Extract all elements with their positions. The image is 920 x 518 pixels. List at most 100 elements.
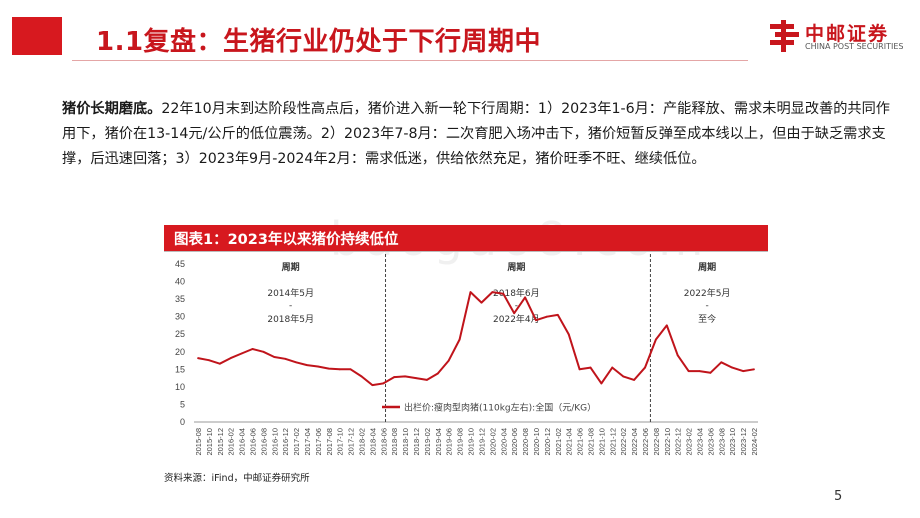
y-tick-label: 35: [175, 294, 185, 304]
x-tick-label: 2020-08: [521, 428, 530, 456]
x-tick-label: 2021-06: [576, 428, 585, 456]
price-data-point: [698, 370, 701, 372]
cycle-end: 2022年4月: [493, 313, 540, 325]
title-bar: 1.1复盘：生猪行业仍处于下行周期中: [72, 17, 748, 61]
price-data-point: [589, 366, 592, 369]
price-data-point: [349, 368, 352, 371]
summary-text: 22年10月末到达阶段性高点后，猪价进入新一轮下行周期：1）2023年1-6月：…: [62, 101, 890, 167]
x-tick-label: 2015-12: [216, 428, 225, 456]
x-tick-label: 2020-12: [543, 428, 552, 456]
legend-label: 出栏价:瘦肉型肉猪(110kg左右):全国（元/KG）: [404, 402, 596, 414]
y-tick-label: 20: [175, 347, 185, 357]
summary-lead: 猪价长期磨底。: [62, 101, 162, 117]
price-data-point: [556, 314, 559, 316]
price-data-point: [197, 357, 199, 359]
price-data-point: [371, 384, 374, 387]
y-tick-label: 40: [175, 277, 185, 287]
x-tick-label: 2018-08: [390, 428, 399, 456]
cycle-heading: 周期: [282, 261, 300, 273]
price-data-point: [327, 367, 330, 370]
x-tick-label: 2016-04: [238, 428, 247, 456]
price-data-point: [393, 376, 396, 378]
x-tick-label: 2022-04: [630, 428, 639, 456]
price-data-point: [535, 319, 537, 322]
price-data-point: [469, 291, 472, 293]
chart-title-bar: 图表1：2023年以来猪价持续低位: [164, 225, 768, 251]
price-data-point: [502, 292, 505, 295]
price-data-point: [338, 368, 341, 371]
x-tick-label: 2023-08: [717, 428, 726, 456]
x-tick-label: 2016-10: [270, 428, 279, 456]
price-data-point: [676, 354, 679, 357]
cycle-end: 2018年5月: [267, 313, 314, 325]
price-data-point: [654, 338, 657, 341]
price-data-point: [360, 375, 363, 378]
x-tick-label: 2016-08: [259, 428, 268, 456]
x-tick-label: 2019-02: [423, 428, 432, 456]
summary-paragraph: 猪价长期磨底。22年10月末到达阶段性高点后，猪价进入新一轮下行周期：1）202…: [62, 97, 902, 172]
y-tick-label: 5: [180, 399, 185, 409]
price-data-point: [567, 333, 570, 336]
price-data-point: [262, 350, 265, 353]
x-tick-label: 2019-10: [467, 428, 476, 456]
price-data-point: [644, 366, 646, 369]
cycle-start: 2014年5月: [267, 287, 314, 299]
price-data-point: [665, 324, 668, 327]
price-data-point: [284, 357, 287, 360]
price-data-point: [317, 365, 319, 368]
x-tick-label: 2018-12: [412, 428, 421, 456]
page-title: 1.1复盘：生猪行业仍处于下行周期中: [96, 27, 542, 57]
price-data-point: [742, 370, 744, 372]
x-tick-label: 2018-04: [368, 428, 377, 456]
x-tick-label: 2019-12: [477, 428, 486, 456]
x-tick-label: 2015-10: [205, 428, 214, 456]
cycle-separator: -: [705, 301, 708, 311]
x-tick-label: 2021-04: [565, 428, 574, 456]
price-data-point: [633, 378, 635, 381]
x-tick-label: 2023-02: [685, 428, 694, 456]
price-data-point: [382, 382, 385, 385]
x-tick-label: 2024-02: [750, 428, 759, 456]
x-tick-label: 2016-06: [249, 428, 258, 456]
x-tick-label: 2018-02: [358, 428, 367, 456]
x-tick-label: 2022-02: [619, 428, 628, 456]
price-data-point: [229, 357, 232, 359]
x-tick-label: 2017-10: [336, 428, 345, 456]
chart-divider: [164, 251, 768, 252]
x-tick-label: 2017-08: [325, 428, 334, 456]
x-tick-label: 2021-02: [554, 428, 563, 456]
x-tick-label: 2023-06: [706, 428, 715, 456]
page-number: 5: [834, 489, 843, 504]
price-data-point: [622, 375, 625, 378]
source-note: 资料来源：iFind，中邮证券研究所: [164, 473, 310, 484]
price-data-point: [426, 378, 428, 381]
price-data-point: [578, 368, 581, 371]
price-data-point: [404, 375, 407, 378]
price-data-point: [295, 361, 298, 364]
header-accent-block: [12, 17, 62, 55]
title-underline: [72, 60, 748, 61]
price-data-point: [218, 362, 221, 365]
price-data-point: [458, 338, 461, 341]
x-tick-label: 2022-10: [663, 428, 672, 456]
x-tick-label: 2022-12: [674, 428, 683, 456]
x-tick-label: 2015-08: [194, 428, 203, 456]
cycle-heading: 周期: [507, 261, 525, 273]
company-logo: 中邮证券 CHINA POST SECURITIES: [767, 18, 917, 54]
x-tick-label: 2016-12: [281, 428, 290, 456]
y-tick-label: 25: [175, 329, 185, 339]
price-data-point: [611, 366, 614, 369]
price-data-point: [513, 312, 516, 315]
x-tick-label: 2023-10: [728, 428, 737, 456]
price-data-point: [731, 366, 734, 369]
cycle-separator: -: [515, 301, 518, 311]
china-post-emblem-icon: [770, 20, 799, 52]
price-series-line: [197, 291, 755, 387]
cycle-start: 2022年5月: [684, 287, 731, 299]
x-tick-label: 2019-08: [456, 428, 465, 456]
price-data-point: [415, 377, 417, 380]
price-data-point: [600, 382, 603, 385]
x-tick-label: 2022-08: [652, 428, 661, 456]
cycle-separator: -: [289, 301, 292, 311]
logo-english-name: CHINA POST SECURITIES: [805, 42, 904, 51]
